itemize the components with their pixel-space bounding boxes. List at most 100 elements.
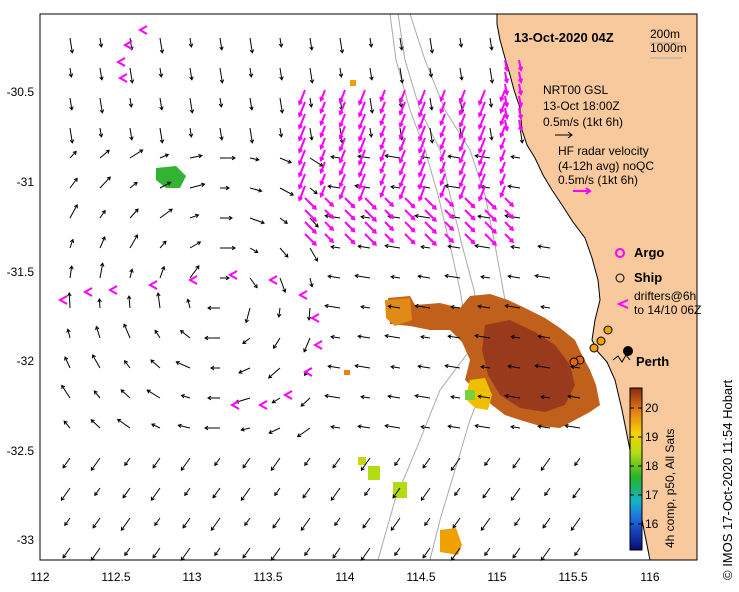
legend-argo-symbol [615,248,625,258]
perth-river [612,354,631,363]
model-vector-arrow [159,37,165,54]
colorbar-tick-label: 18 [645,459,659,473]
hf-vector-arrow [458,125,466,140]
hf-vector-arrow [499,125,506,139]
model-vector-arrow [69,265,74,279]
model-vector-arrow [207,305,220,311]
ship-marker [569,357,579,367]
drifter-mark [117,73,128,83]
drifter-mark [107,285,118,295]
model-vector-arrow [64,517,71,527]
model-vector-arrow [129,127,134,141]
model-vector-arrow [249,247,259,254]
hf-vector-arrow [404,209,416,221]
model-vector-arrow [159,208,173,219]
model-vector-arrow [414,393,431,399]
drifter-tracks [57,25,323,410]
y-tick-label: -30.5 [7,85,35,99]
model-vector-arrow [540,304,551,310]
hf-vector-arrow [357,185,366,202]
model-vector-arrow [249,37,255,54]
hf-vector-arrow [304,233,317,246]
model-vector-arrow [417,364,431,369]
hf-vector-arrow [304,221,317,234]
model-vector-arrow [180,457,191,472]
model-vector-arrow [360,214,371,220]
model-vector-arrow [330,487,341,502]
model-vector-arrow [428,67,434,78]
model-vector-arrow [124,457,131,467]
drifter-mark [297,290,308,300]
model-vector-arrow [454,487,461,497]
model-vector-arrow [537,334,551,339]
model-vector-arrow [271,397,281,404]
model-vector-arrow [156,292,161,309]
legend-drifters-line1: drifters@6h [634,289,696,303]
model-vector-arrow [220,215,233,221]
model-vector-arrow [459,67,464,81]
model-vector-arrow [474,333,491,339]
model-vector-arrow [68,67,74,78]
place-label-perth: Perth [636,354,669,369]
x-tick-label: 116 [640,570,659,584]
hf-vector-arrow [344,197,356,209]
model-vector-arrow [362,517,371,529]
colorbar-tick-label: 16 [645,517,659,531]
model-vector-arrow [95,325,101,339]
model-vector-arrow [69,177,78,189]
model-vector-arrow [567,394,581,399]
hf-vector-arrow [458,161,466,176]
model-vector-arrow [182,517,191,529]
legend-ship-symbol [615,273,625,283]
model-vector-arrow [129,181,138,189]
model-vector-arrow [62,547,71,559]
legend-model-name: NRT00 GSL [543,83,608,97]
model-vector-arrow [309,127,314,141]
model-vector-arrow [364,487,371,497]
drifter-mark [229,400,240,410]
model-vector-arrow [279,247,289,258]
model-vector-arrow [507,274,521,279]
hf-vector-arrow [364,209,377,222]
model-vector-arrow [69,150,77,159]
model-vector-arrow [574,457,581,467]
model-vector-arrow [116,418,131,429]
hf-vector-arrow [364,221,377,234]
model-vector-arrow [129,67,135,84]
hf-vector-arrow [439,149,446,163]
model-vector-arrow [249,187,263,193]
model-vector-arrow [477,304,491,309]
hf-vector-arrow [357,149,366,166]
model-vector-arrow [477,214,491,219]
hf-vector-arrow [364,233,377,246]
sst-patch-south-4 [440,528,462,555]
model-vector-arrow [278,127,284,138]
model-vector-arrow [564,423,581,429]
y-tick-label: -32 [17,354,35,368]
hf-vector-arrow [398,113,406,128]
model-vector-arrow [129,208,139,219]
hf-vector-arrow [398,101,406,116]
hf-vector-arrow [499,161,506,175]
y-axis: -30.5 -31 -31.5 -32 -32.5 -33 [7,85,35,547]
model-vector-arrow [360,547,371,562]
hf-vector-arrow [503,107,510,120]
hf-vector-arrow [379,161,386,175]
model-vector-arrow [303,337,311,353]
model-vector-arrow [279,217,289,224]
model-vector-arrow [204,335,220,341]
model-vector-arrow [510,487,521,502]
model-vector-arrow [268,367,281,379]
hf-vector-arrow [477,101,486,118]
hf-vector-arrow [517,83,524,96]
model-vector-arrow [90,457,101,472]
hf-vector-arrow [344,233,356,245]
model-vector-arrow [98,127,104,138]
hf-vector-arrow [379,149,386,163]
model-vector-arrow [63,420,71,429]
model-vector-arrow [540,457,551,472]
model-vector-arrow [154,329,161,339]
hf-vector-arrow [417,89,426,106]
hf-vector-arrow [464,209,476,221]
hf-vector-arrow [338,89,346,104]
